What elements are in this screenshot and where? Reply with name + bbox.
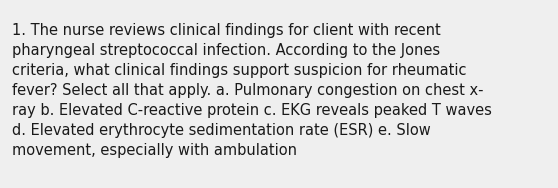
Text: 1. The nurse reviews clinical findings for client with recent
pharyngeal strepto: 1. The nurse reviews clinical findings f… (12, 23, 492, 158)
